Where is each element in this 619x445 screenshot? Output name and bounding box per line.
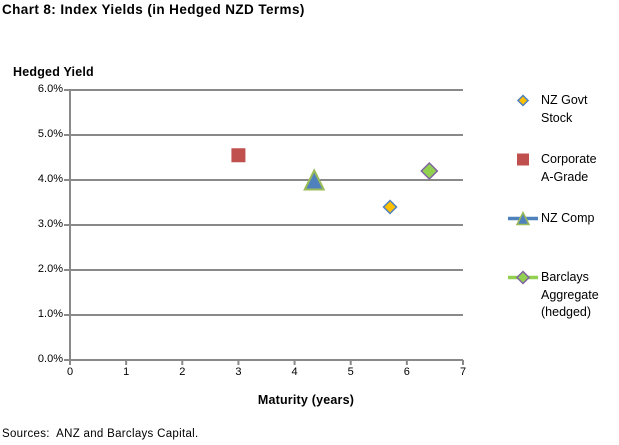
- legend-marker-nz-govt-stock: [516, 94, 530, 107]
- legend-marker-shape: [516, 94, 530, 107]
- x-axis-title: Maturity (years): [257, 393, 355, 407]
- legend-item-label: NZ Comp: [541, 211, 595, 225]
- y-tick-label: 1.0%: [37, 308, 63, 320]
- marker-barclays-aggregate-hedged: [420, 161, 439, 181]
- legend-marker-cell: [505, 210, 541, 232]
- y-tick-label: 3.0%: [37, 218, 63, 230]
- source-note: Sources: ANZ and Barclays Capital.: [2, 428, 199, 440]
- y-tick-label: 4.0%: [37, 173, 63, 185]
- legend-marker-cell: [505, 269, 541, 291]
- legend-marker-barclays-aggregate-hedged: [508, 270, 538, 285]
- legend-item-corporate-a-grade: Corporate A-Grade: [505, 151, 597, 186]
- marker-corporate-a-grade: [231, 148, 246, 163]
- x-tick-label: 3: [235, 366, 242, 378]
- legend-marker-shape: [517, 153, 529, 166]
- x-tick-label: 0: [66, 366, 74, 378]
- x-tick-label: 1: [123, 366, 130, 378]
- y-tick-label: 0.0%: [37, 353, 63, 365]
- x-tick-label: 6: [403, 366, 410, 378]
- legend-marker-corporate-a-grade: [517, 153, 529, 166]
- legend-marker-nz-comp: [508, 210, 538, 226]
- legend-item-label: Barclays Aggregate (hedged): [541, 270, 599, 319]
- plot-area: [64, 89, 464, 365]
- x-tick-label: 5: [347, 366, 354, 378]
- y-tick-label: 2.0%: [37, 263, 63, 275]
- legend-item-barclays-aggregate-hedged: Barclays Aggregate (hedged): [505, 269, 599, 322]
- x-tick-label: 4: [291, 366, 298, 378]
- marker-nz-comp: [303, 168, 326, 191]
- legend-item-nz-comp: NZ Comp: [505, 210, 594, 232]
- legend-marker-cell: [505, 92, 541, 114]
- x-tick-label: 7: [459, 366, 467, 378]
- legend-marker-cell: [505, 151, 541, 173]
- legend-item-nz-govt-stock: NZ Govt Stock: [505, 92, 588, 127]
- legend-marker-shape: [515, 210, 531, 226]
- legend-item-label: NZ Govt Stock: [541, 93, 588, 125]
- legend-marker-shape: [515, 270, 531, 285]
- chart-title: Chart 8: Index Yields (in Hedged NZD Ter…: [2, 2, 305, 17]
- y-axis-title: Hedged Yield: [13, 65, 94, 79]
- y-tick-label: 5.0%: [37, 128, 63, 140]
- x-tick-label: 2: [179, 366, 186, 378]
- marker-nz-govt-stock: [382, 199, 398, 215]
- y-tick-label: 6.0%: [37, 83, 63, 95]
- legend-item-label: Corporate A-Grade: [541, 152, 597, 184]
